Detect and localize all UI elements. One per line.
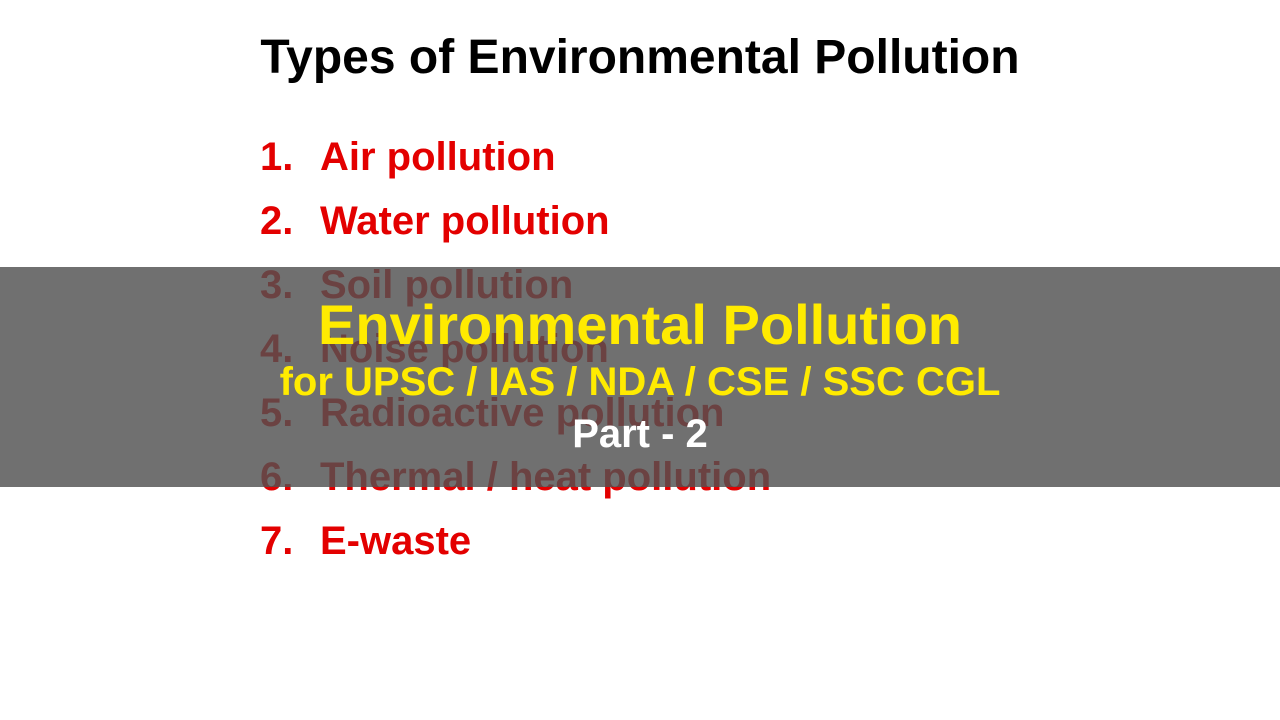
list-label: Water pollution xyxy=(320,199,610,243)
banner-subtitle: for UPSC / IAS / NDA / CSE / SSC CGL xyxy=(280,356,1001,408)
banner-part: Part - 2 xyxy=(572,408,708,460)
page-heading: Types of Environmental Pollution xyxy=(0,0,1280,125)
banner-title: Environmental Pollution xyxy=(318,294,962,356)
list-label: Air pollution xyxy=(320,135,556,179)
list-item: 2.Water pollution xyxy=(260,189,1280,253)
list-item: 1.Air pollution xyxy=(260,125,1280,189)
list-number: 7. xyxy=(260,509,320,573)
list-item: 7.E-waste xyxy=(260,509,1280,573)
list-number: 1. xyxy=(260,125,320,189)
overlay-banner: Environmental Pollution for UPSC / IAS /… xyxy=(0,267,1280,487)
list-label: E-waste xyxy=(320,519,471,563)
list-number: 2. xyxy=(260,189,320,253)
